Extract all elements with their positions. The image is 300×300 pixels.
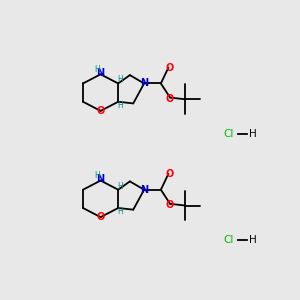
Text: O: O: [166, 200, 174, 210]
Text: O: O: [97, 212, 105, 222]
Text: H: H: [94, 171, 100, 180]
Text: N: N: [140, 78, 148, 88]
Text: N: N: [97, 174, 105, 184]
Text: O: O: [166, 94, 174, 104]
Text: H: H: [94, 65, 100, 74]
Text: H: H: [118, 207, 123, 216]
Text: O: O: [166, 169, 174, 179]
Text: O: O: [97, 106, 105, 116]
Text: N: N: [97, 68, 105, 78]
Text: H: H: [249, 129, 256, 139]
Text: H: H: [118, 101, 123, 110]
Text: H: H: [118, 182, 123, 190]
Text: O: O: [166, 63, 174, 73]
Text: N: N: [140, 185, 148, 195]
Text: H: H: [118, 75, 123, 84]
Text: Cl: Cl: [224, 129, 234, 139]
Text: H: H: [249, 236, 256, 245]
Text: Cl: Cl: [224, 236, 234, 245]
